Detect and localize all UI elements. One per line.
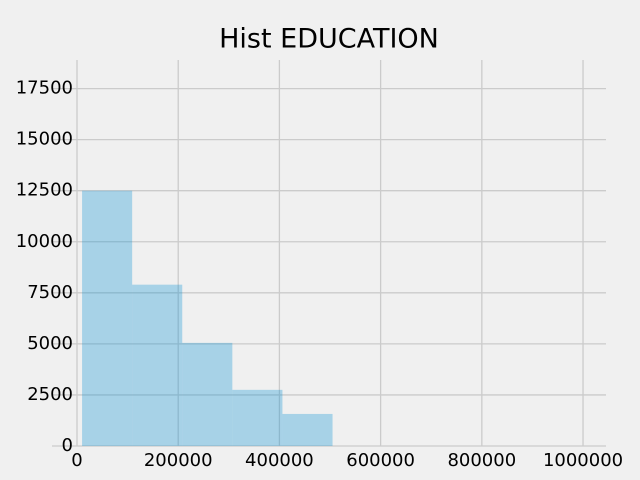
bar	[82, 190, 133, 446]
y-tick-label: 2500	[27, 384, 73, 405]
y-tick-label: 15000	[16, 129, 73, 150]
x-tick-label: 400000	[245, 450, 314, 471]
bar	[282, 413, 333, 446]
chart-title: Hist EDUCATION	[219, 24, 439, 55]
x-axis-label: EDUCATION	[276, 477, 382, 480]
y-tick-label: 5000	[27, 333, 73, 354]
bar	[232, 389, 283, 446]
y-tick-label: 12500	[16, 180, 73, 201]
x-tick-label: 200000	[144, 450, 213, 471]
y-tick-label: 7500	[27, 282, 73, 303]
bar	[182, 342, 233, 446]
x-tick-label: 1000000	[543, 450, 623, 471]
x-tick-label: 800000	[447, 450, 516, 471]
bar	[132, 284, 183, 446]
y-tick-label: 10000	[16, 231, 73, 252]
x-tick-label: 600000	[346, 450, 415, 471]
x-tick-label: 0	[71, 450, 82, 471]
y-tick-label: 17500	[16, 78, 73, 99]
y-tick-label: 0	[62, 435, 73, 456]
